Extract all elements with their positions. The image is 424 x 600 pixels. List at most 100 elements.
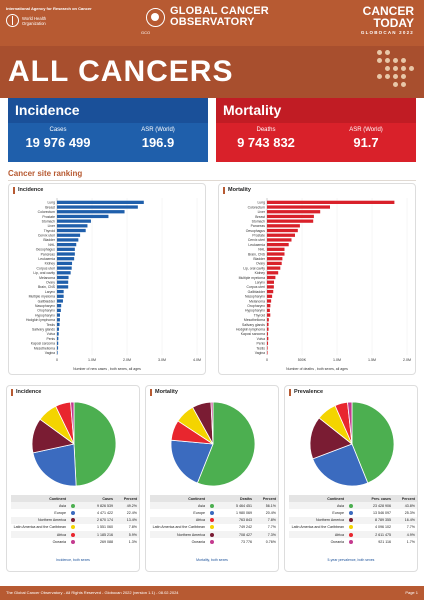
count-value: 73 776: [241, 539, 252, 544]
table-row[interactable]: Northern America 708 427 7.3%: [150, 530, 278, 539]
bar-pancreas[interactable]: [57, 252, 75, 256]
bar-nhl[interactable]: [267, 247, 285, 251]
bar-melanoma[interactable]: [267, 299, 272, 303]
bar-nasopharynx[interactable]: [57, 304, 62, 308]
category-label: Oropharynx: [247, 304, 265, 308]
table-row[interactable]: Europe 1 980 069 20.4%: [150, 509, 278, 516]
bar-gallbladder[interactable]: [267, 289, 274, 294]
bar-corpus-uteri[interactable]: [267, 285, 274, 289]
bar-mesothelioma[interactable]: [57, 346, 59, 350]
bar-liver[interactable]: [57, 224, 88, 228]
bar-bladder[interactable]: [267, 257, 283, 261]
bar-kidney[interactable]: [267, 271, 279, 275]
bar-oropharynx[interactable]: [57, 308, 61, 313]
gco-logo[interactable]: GLOBAL CANCER OBSERVATORY: [146, 6, 269, 28]
bar-oesophagus[interactable]: [267, 228, 298, 233]
bar-penis[interactable]: [57, 336, 59, 341]
bar-oesophagus[interactable]: [57, 247, 75, 251]
bar-brain-cns[interactable]: [267, 252, 285, 256]
bar-testis[interactable]: [267, 346, 268, 350]
bar-kaposi-sarcoma[interactable]: [267, 332, 269, 336]
pie-slice-europe[interactable]: [32, 443, 77, 487]
bar-thyroid[interactable]: [267, 313, 271, 317]
iarc-logo[interactable]: International Agency for Research on Can…: [6, 6, 92, 27]
bar-stomach[interactable]: [57, 219, 91, 223]
bar-testis[interactable]: [57, 322, 60, 327]
bar-salivary-glands[interactable]: [57, 327, 59, 331]
bar-breast[interactable]: [57, 205, 138, 209]
bar-thyroid[interactable]: [57, 228, 86, 233]
bar-prostate[interactable]: [267, 233, 295, 237]
bar-corpus-uteri[interactable]: [57, 266, 72, 270]
table-row[interactable]: Asia 9 826 539 49.2%: [11, 502, 139, 510]
table-row[interactable]: Africa 2 611 475 4.9%: [289, 530, 417, 539]
bar-vulva[interactable]: [57, 332, 59, 336]
table-row[interactable]: Europe 13 546 097 25.3%: [289, 509, 417, 516]
table-row[interactable]: Africa 1 185 216 5.9%: [11, 530, 139, 539]
bar-lung[interactable]: [57, 200, 144, 204]
bar-kidney[interactable]: [57, 261, 73, 266]
bar-hodgkin-lymphoma[interactable]: [267, 327, 269, 331]
table-row[interactable]: Northern America 2 670 174 13.4%: [11, 516, 139, 524]
bar-leukaemia[interactable]: [57, 257, 75, 261]
bar-hodgkin-lymphoma[interactable]: [57, 318, 60, 322]
bar-hypopharynx[interactable]: [57, 313, 60, 317]
pie-slice-oceania[interactable]: [210, 401, 214, 445]
pie-slice-oceania[interactable]: [70, 401, 75, 445]
table-row[interactable]: Latin America and the Caribbean 749 242 7.…: [150, 524, 278, 531]
bar-penis[interactable]: [267, 341, 269, 345]
bar-ovary[interactable]: [57, 280, 69, 284]
bar-colorectum[interactable]: [267, 205, 330, 209]
bar-nasopharynx[interactable]: [267, 294, 273, 298]
bar-multiple-myeloma[interactable]: [267, 275, 276, 280]
table-row[interactable]: Oceania 269 088 1.3%: [11, 538, 139, 545]
bar-vagina[interactable]: [57, 351, 58, 355]
bar-prostate[interactable]: [57, 214, 109, 219]
bar-larynx[interactable]: [267, 280, 274, 284]
bar-breast[interactable]: [267, 214, 314, 219]
bar-brain-cns[interactable]: [57, 285, 69, 289]
bar-cervix-uteri[interactable]: [267, 238, 292, 242]
table-row[interactable]: Asia 5 464 451 56.1%: [150, 502, 278, 510]
bar-vagina[interactable]: [267, 351, 268, 355]
bar-pancreas[interactable]: [267, 224, 300, 228]
bar-cervix-uteri[interactable]: [57, 233, 81, 237]
bar-oropharynx[interactable]: [267, 304, 271, 308]
table-row[interactable]: Europe 4 471 422 22.4%: [11, 509, 139, 516]
pie-slice-asia[interactable]: [73, 401, 117, 487]
table-row[interactable]: Oceania 921 116 1.7%: [289, 538, 417, 545]
bar-hypopharynx[interactable]: [267, 308, 270, 313]
bar-nhl[interactable]: [57, 242, 77, 247]
bar-larynx[interactable]: [57, 289, 64, 294]
table-row[interactable]: Asia 23 428 906 43.8%: [289, 502, 417, 510]
table-row[interactable]: Latin America and the Caribbean 1 551 060…: [11, 524, 139, 531]
table-row[interactable]: Oceania 73 776 0.76%: [150, 538, 278, 545]
table-row[interactable]: Africa 763 843 7.8%: [150, 516, 278, 524]
cancer-today-logo[interactable]: CANCER TODAY GLOBOCAN 2022: [361, 5, 414, 35]
bar-lip-oral-cavity[interactable]: [267, 266, 281, 270]
pie-slice-asia[interactable]: [351, 401, 395, 484]
bar-gallbladder[interactable]: [57, 299, 63, 303]
bar-bladder[interactable]: [57, 238, 79, 242]
pie-slice-asia[interactable]: [196, 401, 256, 487]
bar-melanoma[interactable]: [57, 275, 69, 280]
pie-slice-europe[interactable]: [170, 439, 214, 484]
bar-multiple-myeloma[interactable]: [57, 294, 64, 298]
bar-ovary[interactable]: [267, 261, 282, 266]
table-row[interactable]: Latin America and the Caribbean 4 096 102…: [289, 524, 417, 531]
bar-stomach[interactable]: [267, 219, 314, 223]
bar-salivary-glands[interactable]: [267, 322, 269, 327]
bar-vulva[interactable]: [267, 336, 269, 341]
bar-mesothelioma[interactable]: [267, 318, 269, 322]
pie-slice-europe[interactable]: [312, 443, 369, 487]
pie-slice-northern-america[interactable]: [309, 417, 353, 460]
bar-liver[interactable]: [267, 210, 321, 214]
table-row[interactable]: Northern America 8 789 355 16.4%: [289, 516, 417, 524]
bar-lung[interactable]: [267, 200, 395, 204]
bar-leukaemia[interactable]: [267, 242, 289, 247]
incidence-asr-label: ASR (World): [141, 127, 175, 133]
bar-lip-oral-cavity[interactable]: [57, 271, 71, 275]
bar-colorectum[interactable]: [57, 210, 125, 214]
pie-slice-oceania[interactable]: [347, 401, 353, 445]
bar-kaposi-sarcoma[interactable]: [57, 341, 59, 345]
